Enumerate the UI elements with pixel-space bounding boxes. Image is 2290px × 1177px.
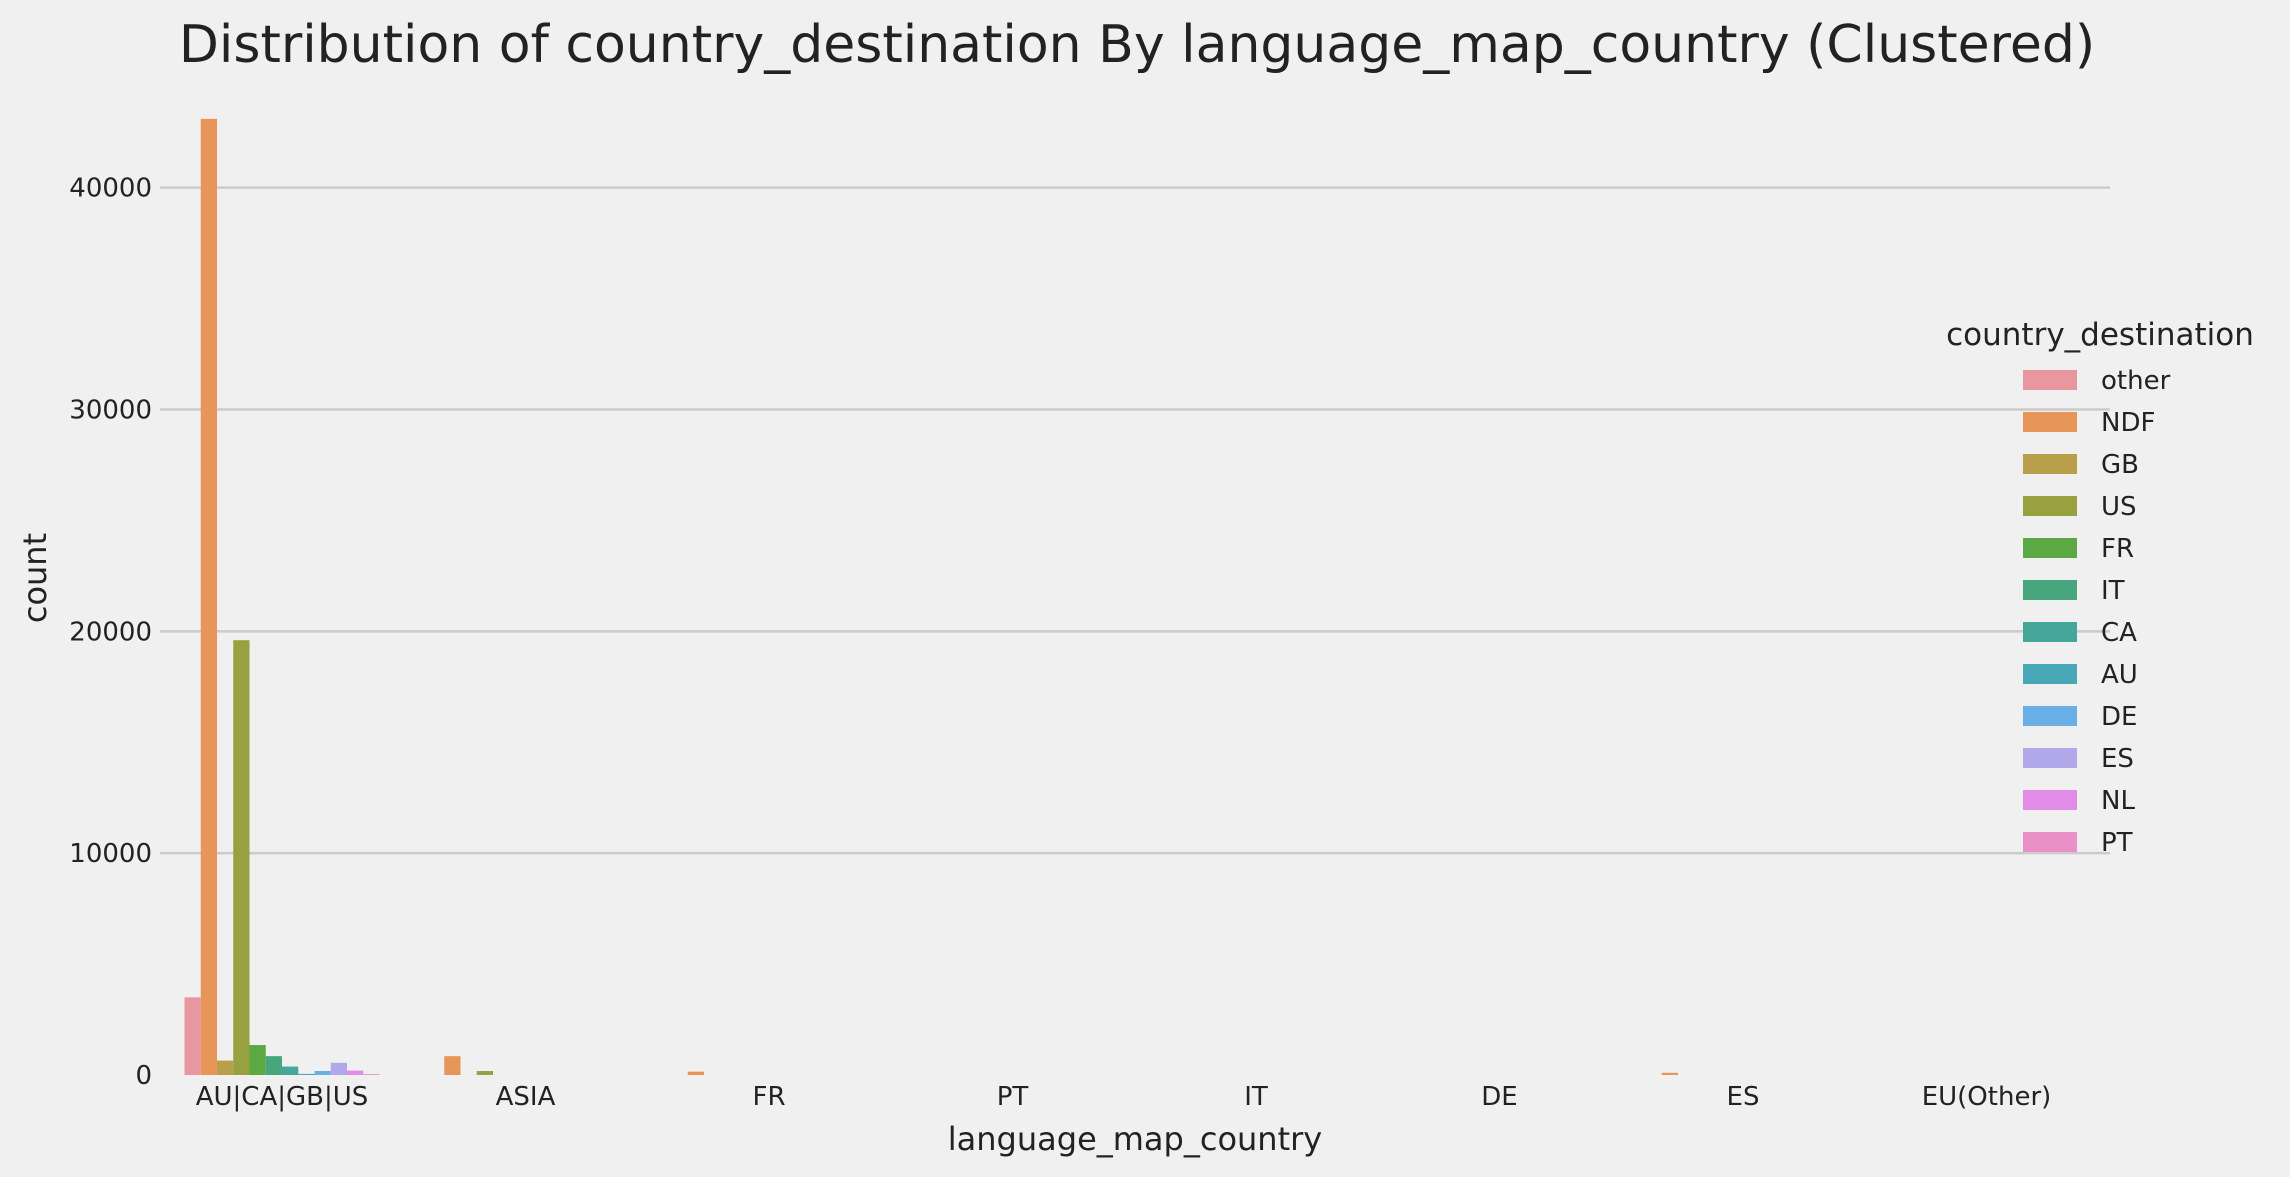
y-tick-label: 10000	[69, 839, 152, 869]
x-tick-label: EU(Other)	[1922, 1082, 2052, 1112]
legend-swatch-nl	[2023, 790, 2077, 810]
legend-label-nl: NL	[2101, 786, 2135, 816]
legend-label-es: ES	[2101, 744, 2134, 774]
legend: country_destination other NDF GB US FR IT CA AU…	[1946, 317, 2254, 858]
legend-swatch-other	[2023, 370, 2077, 390]
bar-au-0	[298, 1073, 315, 1075]
y-tick-label: 30000	[69, 395, 152, 425]
legend-label-fr: FR	[2101, 534, 2134, 564]
legend-label-de: DE	[2101, 702, 2137, 732]
y-axis-label: count	[16, 533, 54, 623]
legend-label-pt: PT	[2101, 828, 2133, 858]
y-tick-label: 20000	[69, 617, 152, 647]
bar-ndf-2	[687, 1071, 704, 1075]
bar-ndf-6	[1661, 1072, 1678, 1075]
legend-swatch-fr	[2023, 538, 2077, 558]
legend-swatch-de	[2023, 706, 2077, 726]
legend-label-ca: CA	[2101, 618, 2137, 648]
legend-swatch-pt	[2023, 832, 2077, 852]
bar-nl-0	[347, 1070, 364, 1075]
legend-swatch-au	[2023, 664, 2077, 684]
legend-swatch-it	[2023, 580, 2077, 600]
y-axis-ticks: 0 10000 20000 30000 40000	[69, 174, 152, 1091]
legend-swatch-es	[2023, 748, 2077, 768]
bars	[184, 118, 1678, 1076]
legend-swatch-gb	[2023, 454, 2077, 474]
legend-title: country_destination	[1946, 317, 2254, 353]
bar-pt-0	[363, 1074, 380, 1075]
x-tick-label: ASIA	[496, 1082, 556, 1112]
legend-label-it: IT	[2101, 576, 2125, 606]
gridlines	[160, 186, 2110, 855]
bar-ndf-0	[200, 118, 217, 1076]
x-axis-label: language_map_country	[948, 1120, 1322, 1158]
bar-gb-0	[217, 1060, 234, 1075]
x-tick-label: PT	[997, 1082, 1029, 1112]
legend-label-au: AU	[2101, 660, 2138, 690]
bar-us-1	[476, 1071, 493, 1075]
y-tick-label: 40000	[69, 174, 152, 204]
bar-fr-0	[249, 1045, 266, 1075]
x-tick-label: AU|CA|GB|US	[196, 1082, 369, 1112]
legend-label-us: US	[2101, 492, 2137, 522]
legend-swatch-ndf	[2023, 412, 2077, 432]
legend-swatch-ca	[2023, 622, 2077, 642]
x-axis-ticks: AU|CA|GB|US ASIA FR PT IT DE ES EU(Other)	[196, 1082, 2052, 1112]
legend-label-gb: GB	[2101, 450, 2139, 480]
bar-ndf-1	[444, 1056, 461, 1075]
legend-swatch-us	[2023, 496, 2077, 516]
bar-de-0	[314, 1071, 331, 1075]
x-tick-label: IT	[1244, 1082, 1268, 1112]
y-tick-label: 0	[135, 1061, 152, 1091]
bar-us-0	[233, 640, 250, 1075]
chart-title: Distribution of country_destination By l…	[179, 15, 2095, 75]
bar-other-0	[184, 997, 201, 1075]
x-tick-label: ES	[1727, 1082, 1760, 1112]
bar-it-0	[265, 1056, 282, 1075]
bar-ca-0	[282, 1066, 299, 1075]
legend-label-ndf: NDF	[2101, 408, 2155, 438]
x-tick-label: FR	[752, 1082, 785, 1112]
legend-label-other: other	[2101, 366, 2171, 396]
bar-es-0	[330, 1062, 347, 1075]
x-tick-label: DE	[1481, 1082, 1517, 1112]
